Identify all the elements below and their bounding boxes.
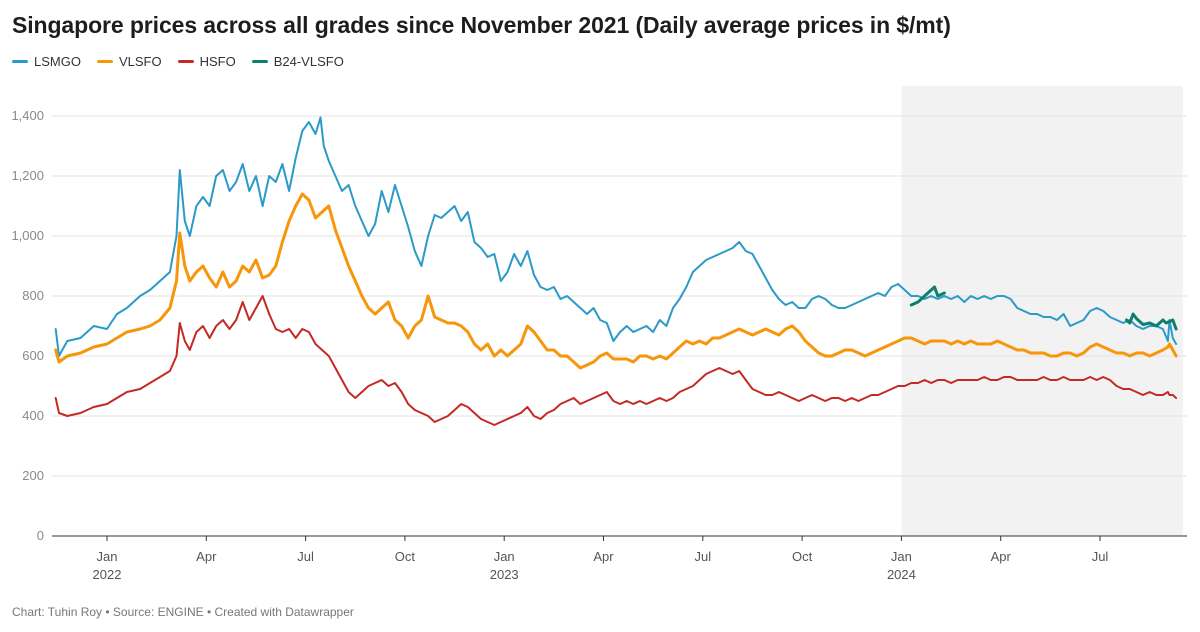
x-tick-label: Jul xyxy=(1092,549,1109,564)
x-tick-year-label: 2022 xyxy=(93,567,122,582)
legend: LSMGO VLSFO HSFO B24-VLSFO xyxy=(12,54,344,69)
shaded-region xyxy=(901,86,1183,536)
footer-source: Source: ENGINE xyxy=(112,605,204,619)
legend-label-b24-vlsfo: B24-VLSFO xyxy=(273,54,344,69)
legend-swatch-hsfo xyxy=(177,60,194,63)
series-line-hsfo xyxy=(54,295,1178,426)
footer-created-with: Created with Datawrapper xyxy=(214,605,354,619)
legend-label-hsfo: HSFO xyxy=(199,54,236,69)
y-tick-label: 200 xyxy=(22,468,44,483)
gridlines xyxy=(52,115,1187,537)
y-tick-label: 1,200 xyxy=(11,168,44,183)
x-tick-label: Oct xyxy=(792,549,813,564)
shaded-forecast-region xyxy=(901,86,1183,536)
chart-title: Singapore prices across all grades since… xyxy=(12,12,951,38)
series-line-b24-vlsfo xyxy=(909,285,946,307)
series-line-vlsfo xyxy=(54,192,1178,370)
series-lines xyxy=(54,116,1178,426)
legend-item-lsmgo: LSMGO xyxy=(12,54,81,69)
footer-separator: • xyxy=(102,605,113,619)
x-tick-label: Jan xyxy=(891,549,912,564)
legend-item-b24-vlsfo: B24-VLSFO xyxy=(251,54,344,69)
legend-swatch-lsmgo xyxy=(12,60,28,63)
legend-label-vlsfo: VLSFO xyxy=(118,54,162,69)
y-tick-label: 400 xyxy=(22,408,44,423)
legend-swatch-b24-vlsfo xyxy=(251,60,268,63)
x-tick-label: Jul xyxy=(694,549,711,564)
legend-item-vlsfo: VLSFO xyxy=(96,54,162,69)
x-axis-ticks: Jan 2022 Apr Jul Oct Jan 2023 Apr Jul Oct Jan 2024 A… xyxy=(93,536,1109,582)
x-tick-label: Apr xyxy=(593,549,614,564)
x-tick-label: Apr xyxy=(196,549,217,564)
x-tick-label: Jan xyxy=(97,549,118,564)
x-tick-year-label: 2023 xyxy=(490,567,519,582)
legend-label-lsmgo: LSMGO xyxy=(34,54,81,69)
series-line-lsmgo xyxy=(54,116,1178,357)
y-tick-label: 800 xyxy=(22,288,44,303)
x-tick-label: Jul xyxy=(297,549,314,564)
y-tick-label: 1,000 xyxy=(11,228,44,243)
y-tick-label: 600 xyxy=(22,348,44,363)
x-tick-label: Oct xyxy=(395,549,416,564)
legend-swatch-vlsfo xyxy=(96,60,113,63)
footer-credit: Chart: Tuhin Roy xyxy=(12,605,103,619)
series-line-b24-vlsfo xyxy=(1125,312,1178,331)
chart-footer: Chart: Tuhin Roy • Source: ENGINE • Crea… xyxy=(12,605,354,619)
footer-separator: • xyxy=(203,605,215,619)
y-tick-label: 0 xyxy=(37,528,44,543)
x-tick-label: Jan xyxy=(494,549,515,564)
y-axis-ticks: 0 200 400 600 800 1,000 1,200 1,400 xyxy=(11,108,44,543)
legend-item-hsfo: HSFO xyxy=(177,54,236,69)
y-tick-label: 1,400 xyxy=(11,108,44,123)
x-tick-label: Apr xyxy=(991,549,1012,564)
x-tick-year-label: 2024 xyxy=(887,567,916,582)
